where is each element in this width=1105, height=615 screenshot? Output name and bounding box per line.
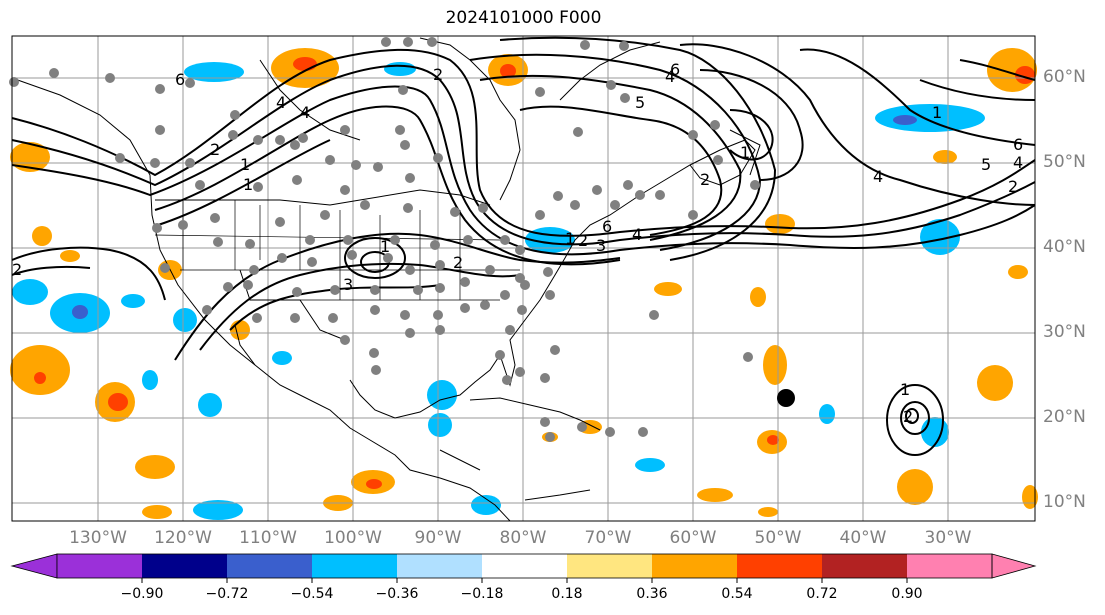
lat-label: 60°N (1043, 67, 1086, 87)
contour-lines (11, 36, 1036, 456)
contour-label: 4 (1013, 153, 1023, 172)
lat-label: 10°N (1043, 492, 1086, 512)
colorbar-segment (737, 554, 822, 578)
lon-label: 30°W (924, 528, 972, 548)
contour-label: 1 (240, 155, 250, 174)
colorbar-segment (142, 554, 227, 578)
map-frame (11, 35, 1036, 522)
contour-label: 2 (433, 65, 443, 84)
colorbar-tick-label: −0.72 (205, 586, 249, 602)
lat-label: 40°N (1043, 237, 1086, 257)
contour-label: 1 (932, 103, 942, 122)
contour-label: 4 (873, 167, 883, 186)
lon-label: 110°W (239, 528, 297, 548)
lon-label: 80°W (499, 528, 547, 548)
colorbar-extend-low (10, 553, 58, 579)
colorbar-tick-label: 0.90 (891, 586, 923, 602)
lon-label: 50°W (754, 528, 802, 548)
colorbar-segment (312, 554, 397, 578)
contour-label: 2 (903, 407, 913, 426)
contour-label: 6 (175, 70, 185, 89)
contour-label: 2 (453, 253, 463, 272)
contour-label: 1 (900, 380, 910, 399)
lon-label: 130°W (69, 528, 127, 548)
contour-label: 5 (981, 155, 991, 174)
contour-label: 3 (343, 275, 353, 294)
lon-label: 120°W (154, 528, 212, 548)
lon-label: 60°W (669, 528, 717, 548)
colorbar-segment (482, 554, 567, 578)
colorbar-tick-label: −0.90 (120, 586, 164, 602)
contour-label: 2 (210, 140, 220, 159)
contour-label: 2 (578, 231, 588, 250)
colorbar-tick-label: 0.36 (636, 586, 668, 602)
lat-label: 20°N (1043, 407, 1086, 427)
contour-label: 6 (1013, 135, 1023, 154)
colorbar-tick-label: 0.72 (806, 586, 838, 602)
lat-label: 50°N (1043, 152, 1086, 172)
lon-label: 90°W (414, 528, 462, 548)
contour-label: 4 (300, 103, 310, 122)
colorbar-segment (822, 554, 907, 578)
colorbar-tick-label: −0.36 (375, 586, 419, 602)
contour-label: 1 (565, 229, 575, 248)
contour-label: 3 (596, 236, 606, 255)
contour-label: 1 (380, 237, 390, 256)
contour-label: 2 (700, 170, 710, 189)
coastlines (11, 37, 761, 522)
contour-label: 1 (740, 143, 750, 162)
contour-label: 2 (12, 260, 22, 279)
colorbar-tick-label: 0.18 (551, 586, 583, 602)
contour-label: 2 (1008, 177, 1018, 196)
colorbar-tick-label: −0.54 (290, 586, 334, 602)
observation-points (9, 37, 760, 442)
colorbar-segment (567, 554, 652, 578)
colorbar-tick-label: 0.54 (721, 586, 753, 602)
colorbar-segment (907, 554, 992, 578)
storm-marker (777, 389, 795, 407)
colorbar-segment (397, 554, 482, 578)
contour-label: 5 (635, 93, 645, 112)
contour-label: 4 (632, 225, 642, 244)
contour-label: 1 (243, 175, 253, 194)
lon-label: 70°W (584, 528, 632, 548)
colorbar-tick-label: −0.18 (460, 586, 504, 602)
lon-label: 40°W (839, 528, 887, 548)
map-title: 2024101000 F000 (445, 8, 602, 28)
contour-label: 4 (665, 67, 675, 86)
colorbar-segment (227, 554, 312, 578)
contour-label: 4 (276, 93, 286, 112)
colorbar-segment (652, 554, 737, 578)
contour-value-labels: 6 4 2 1 1 3 5 4 1 2 1 6 4 2 5 6 4 2 1 3 … (12, 60, 1023, 426)
anomaly-shading (10, 48, 1038, 520)
colorbar (10, 553, 1037, 583)
lat-label: 30°N (1043, 322, 1086, 342)
contour-label: 6 (602, 217, 612, 236)
colorbar-extend-high (991, 553, 1037, 579)
contour-label: 6 (670, 60, 680, 79)
colorbar-segment (57, 554, 142, 578)
lon-label: 100°W (324, 528, 382, 548)
